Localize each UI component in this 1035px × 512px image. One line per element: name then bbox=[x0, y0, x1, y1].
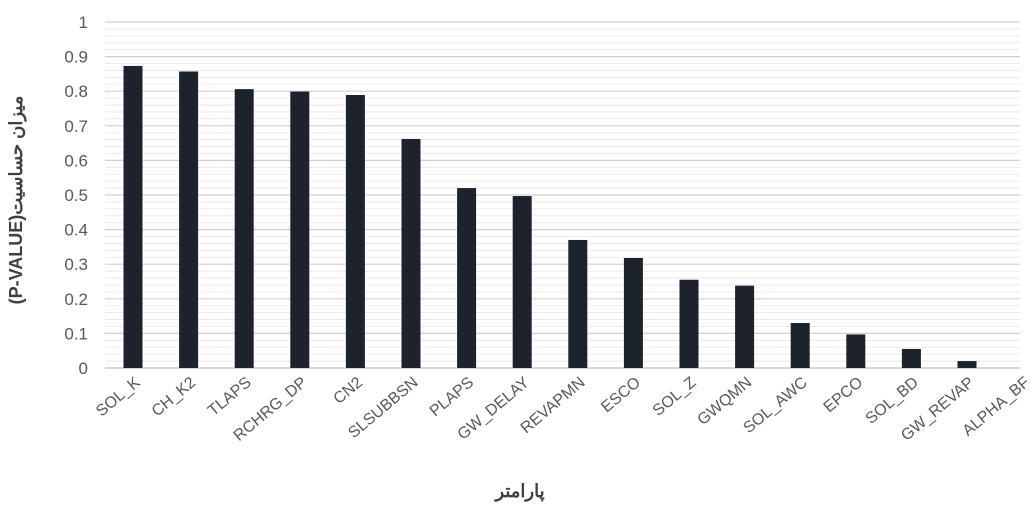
x-tick-label: SOL_Z bbox=[650, 374, 700, 420]
x-tick-label: ESCO bbox=[598, 374, 644, 416]
bar-gwqmn bbox=[735, 285, 755, 368]
bar-sol-k bbox=[123, 65, 143, 368]
y-tick-label: 0.5 bbox=[64, 186, 88, 205]
x-tick-label: CH_K2 bbox=[149, 374, 200, 420]
y-axis-ticks: 0 0.1 0.2 0.3 0.4 0.5 0.6 0.7 0.8 0.9 1 bbox=[64, 13, 88, 378]
bar-rchrg-dp bbox=[290, 91, 310, 369]
x-tick-label: TLAPS bbox=[205, 374, 255, 420]
y-tick-label: 0.7 bbox=[64, 117, 88, 136]
x-tick-label: EPCO bbox=[821, 374, 867, 416]
x-axis-title: پارامتر bbox=[493, 481, 544, 502]
y-tick-label: 0 bbox=[79, 359, 88, 378]
x-tick-label: CN2 bbox=[331, 374, 367, 408]
y-tick-label: 0.3 bbox=[64, 255, 88, 274]
y-tick-label: 0.9 bbox=[64, 48, 88, 67]
bar-plaps bbox=[457, 188, 477, 368]
grid-lines bbox=[105, 21, 1020, 369]
y-tick-label: 0.8 bbox=[64, 82, 88, 101]
bar-slsubbsn bbox=[401, 138, 421, 368]
y-tick-label: 0.1 bbox=[64, 324, 88, 343]
bar-sol-awc bbox=[790, 323, 810, 368]
bar-sol-z bbox=[679, 279, 699, 368]
x-tick-label: PLAPS bbox=[427, 374, 477, 420]
bar-gw-revap bbox=[957, 361, 977, 368]
y-tick-label: 1 bbox=[79, 13, 88, 32]
bar-esco bbox=[623, 257, 643, 368]
y-tick-label: 0.2 bbox=[64, 290, 88, 309]
bar-ch-k2 bbox=[179, 71, 199, 368]
bar-sol-bd bbox=[901, 348, 921, 368]
bar-gw-delay bbox=[512, 196, 532, 368]
x-tick-label: SOL_K bbox=[93, 374, 144, 420]
y-tick-label: 0.6 bbox=[64, 151, 88, 170]
y-axis-title: میزان حساسیت(P-VALUE) bbox=[6, 96, 27, 305]
bar-tlaps bbox=[234, 89, 254, 369]
bars bbox=[123, 65, 977, 369]
bar-revapmn bbox=[568, 239, 588, 368]
bar-epco bbox=[846, 334, 866, 368]
bar-cn2 bbox=[345, 95, 365, 369]
y-tick-label: 0.4 bbox=[64, 221, 88, 240]
